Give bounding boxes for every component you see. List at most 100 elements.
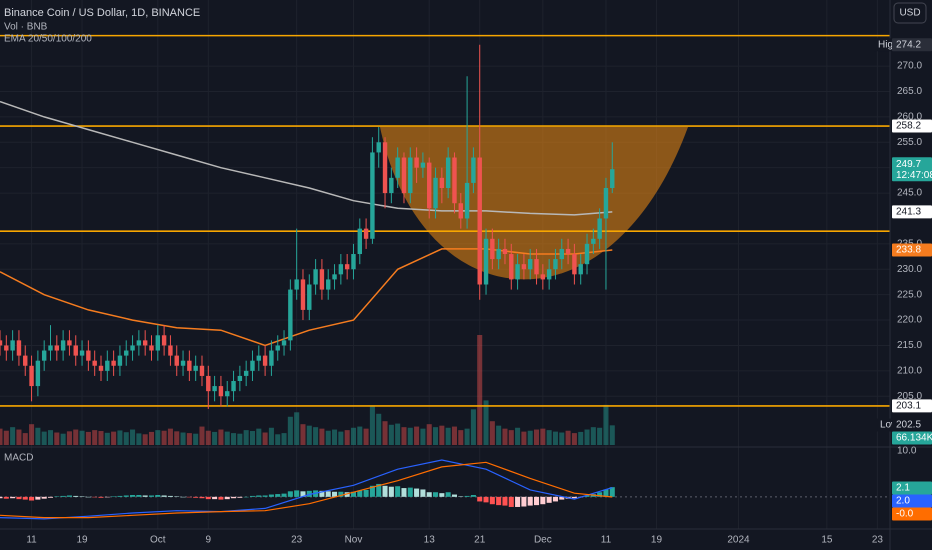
macd-histogram-bar [243, 496, 249, 498]
volume-bar [111, 431, 117, 445]
volume-bar [287, 416, 293, 445]
x-tick-label: 13 [424, 535, 436, 546]
macd-histogram-bar [73, 495, 79, 497]
candle-body [546, 269, 552, 280]
volume-bar [231, 433, 237, 445]
macd-histogram-bar [0, 496, 3, 499]
volume-bar [155, 430, 161, 445]
macd-histogram-bar [148, 495, 155, 497]
macd-histogram-bar [85, 496, 91, 498]
low-value: 202.5 [896, 420, 921, 431]
candle-body [389, 177, 394, 194]
signal-value-box [892, 507, 932, 521]
macd-histogram-bar [546, 496, 552, 503]
candle-body [357, 228, 362, 255]
volume-bar [136, 433, 142, 445]
macd-histogram-bar [161, 495, 167, 497]
macd-histogram-bar [609, 487, 615, 497]
volume-value-box [892, 431, 932, 445]
volume-bar [313, 427, 319, 445]
ema-fast-value-box [892, 243, 932, 257]
macd-histogram-bar [388, 486, 394, 497]
candle-body [313, 269, 318, 285]
currency-button[interactable] [893, 2, 927, 24]
candle-body [294, 279, 299, 290]
low-label-box [876, 418, 892, 432]
macd-histogram-bar [231, 496, 237, 499]
macd-value: 2.0 [896, 496, 910, 507]
volume-bar [590, 427, 596, 445]
high-value: 274.2 [896, 39, 921, 50]
candle-body [174, 355, 179, 366]
candle-body [452, 157, 457, 204]
macd-histogram-bar [268, 494, 274, 497]
volume-bar [268, 427, 274, 445]
x-tick-label: 23 [291, 535, 303, 546]
candle-body [199, 365, 205, 376]
candle-body [445, 157, 451, 188]
volume-bar [571, 433, 577, 445]
volume-bar [496, 425, 502, 445]
grid [0, 0, 890, 529]
candle-body [395, 157, 400, 178]
volume-bar [193, 433, 199, 445]
candle-body [161, 335, 167, 346]
signal-value: -0.0 [896, 509, 914, 520]
candle-body [155, 335, 161, 351]
level-value: 203.1 [896, 401, 921, 412]
low-label: Low [880, 420, 899, 431]
volume-bar [451, 426, 457, 445]
macd-histogram-bar [319, 490, 325, 497]
macd-histogram-bar [325, 491, 331, 497]
macd-histogram-bar [332, 491, 338, 497]
candle-body [29, 365, 34, 387]
macd-histogram-bar [205, 496, 211, 500]
candle-body [565, 248, 571, 255]
macd-histogram-bar [458, 496, 464, 497]
macd-histogram-bar [92, 496, 98, 498]
macd-histogram-bar [338, 491, 344, 497]
macd-histogram-bar [426, 492, 432, 497]
macd-histogram-bar [117, 495, 123, 497]
volume-bar [29, 424, 35, 445]
macd-histogram-bar [496, 496, 502, 506]
candle-body [269, 350, 274, 366]
volume-bar [445, 427, 451, 445]
volume-bar [483, 400, 489, 445]
macd-histogram-bar [54, 496, 60, 497]
volume-bar [212, 431, 218, 445]
volume-bar [249, 431, 256, 445]
axis: 11 19 Oct 9 23 Nov 13 21 Dec 11 19 2024 15 23 205.0 210… [26, 38, 932, 546]
low-value-box [892, 418, 932, 432]
volume-bar [161, 430, 167, 445]
macd-histogram-bar [35, 496, 41, 500]
candle-body [458, 203, 463, 219]
macd-histogram-bar [47, 496, 54, 498]
volume-bar [22, 433, 28, 445]
marks [0, 34, 890, 520]
x-tick-label: 2024 [727, 535, 750, 546]
candle-body [237, 375, 243, 382]
macd-histogram-bar [508, 496, 514, 507]
macd-histogram-bar [218, 496, 224, 500]
candle-body [528, 259, 533, 270]
candle-body [559, 248, 564, 260]
volume-bar [262, 432, 268, 445]
currency-label[interactable]: USD [899, 8, 920, 19]
candle-body [117, 355, 123, 366]
macd-histogram-bar [167, 495, 173, 497]
ema-line [0, 248, 613, 347]
volume-bar [458, 430, 464, 445]
volume-bar [407, 427, 413, 445]
countdown: 12:47:08 [896, 170, 932, 181]
y-tick-label: 230.0 [897, 264, 922, 275]
macd-histogram-bar [281, 493, 287, 497]
candle-body [572, 254, 577, 275]
candle-body [326, 279, 331, 290]
volume-bar [79, 430, 85, 445]
candle-body [180, 360, 186, 366]
last-price: 249.7 [896, 159, 921, 170]
macd-histogram-bar [483, 496, 489, 503]
macd-histogram-bar [104, 496, 110, 498]
